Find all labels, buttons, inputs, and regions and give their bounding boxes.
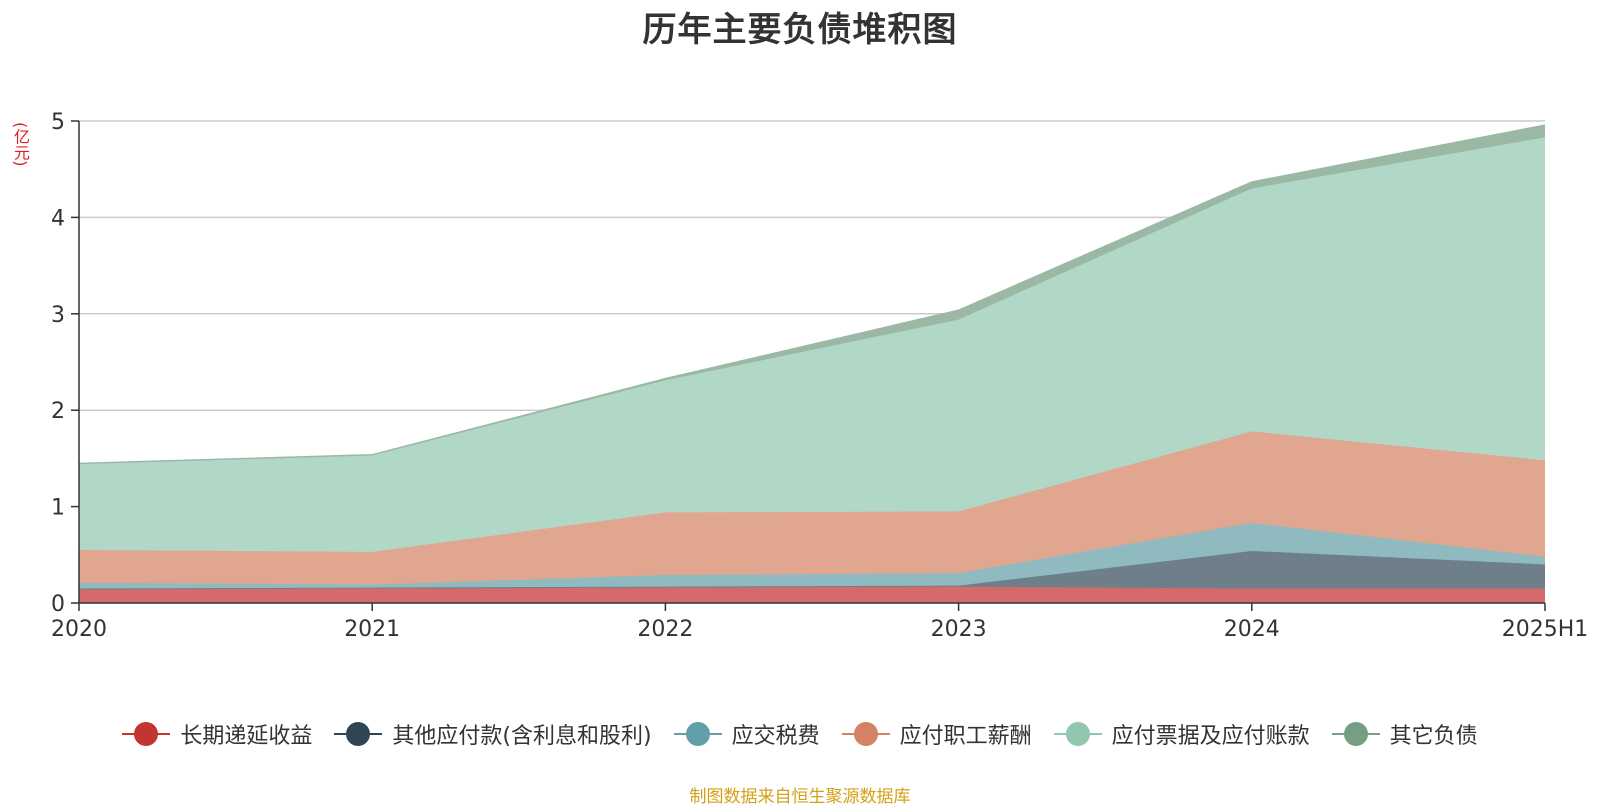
legend-item[interactable]: 其他应付款(含利息和股利) [334,718,652,750]
legend-item[interactable]: 长期递延收益 [122,718,312,750]
legend-label: 长期递延收益 [180,724,313,749]
x-tick-label: 2023 [931,617,987,642]
legend-item[interactable]: 应付票据及应付账款 [1053,718,1310,750]
x-tick-label: 2025H1 [1502,617,1589,642]
area-series-4 [79,137,1545,552]
legend-label: 其他应付款(含利息和股利) [392,724,652,749]
x-tick-label: 2024 [1224,617,1280,642]
x-tick-label: 2022 [637,617,693,642]
legend-swatch-icon [334,722,383,746]
legend-swatch-icon [1053,722,1102,746]
data-source-note: 制图数据来自恒生聚源数据库 [689,787,911,807]
y-tick-label: 0 [51,592,65,617]
x-tick-label: 2020 [51,617,107,642]
legend-label: 其它负债 [1389,724,1478,749]
area-series-2 [79,522,1545,589]
y-axis-unit-label: (亿元) [11,122,30,167]
area-series-5 [79,124,1545,465]
chart-title: 历年主要负债堆积图 [642,10,958,50]
legend-swatch-icon [841,722,890,746]
series-line-5 [78,124,1546,464]
legend-item[interactable]: 应付职工薪酬 [841,718,1032,750]
legend-label: 应付票据及应付账款 [1111,724,1310,749]
legend-swatch-icon [1331,722,1380,746]
stacked-area-chart: 0 1 2 3 4 5 2020 2021 2022 2023 2024 2025H1 [51,110,1589,642]
legend-label: 应付职工薪酬 [899,724,1032,749]
y-tick-label: 1 [51,496,65,521]
area-series-0 [79,586,1545,603]
x-tick-label: 2021 [344,617,400,642]
y-tick-label: 3 [51,303,65,328]
legend-swatch-icon [122,722,171,746]
legend-swatch-icon [673,722,722,746]
y-tick-label: 4 [51,206,65,231]
legend-item[interactable]: 其它负债 [1331,718,1478,750]
chart-legend: 长期递延收益 其他应付款(含利息和股利) 应交税费 应付职工薪酬 应付票据及应付账款 其它… [0,718,1600,750]
legend-label: 应交税费 [731,724,820,749]
y-tick-label: 2 [51,399,65,424]
area-series-3 [79,431,1545,585]
legend-item[interactable]: 应交税费 [673,718,820,750]
area-series-1 [79,550,1545,590]
y-tick-label: 5 [51,110,65,135]
